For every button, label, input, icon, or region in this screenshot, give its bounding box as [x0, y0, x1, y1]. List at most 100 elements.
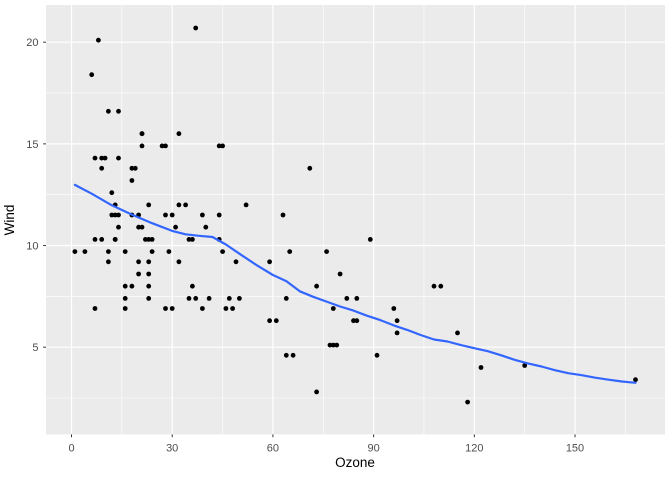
data-point — [344, 296, 350, 301]
data-point — [193, 25, 199, 31]
data-point — [146, 202, 152, 208]
data-point — [143, 237, 148, 242]
data-point — [136, 271, 142, 277]
data-point — [112, 212, 118, 218]
data-point — [109, 212, 115, 218]
data-point — [220, 143, 226, 149]
data-point — [287, 249, 293, 255]
data-point — [354, 296, 360, 301]
data-point — [173, 224, 179, 230]
data-point — [307, 165, 313, 171]
data-point — [200, 306, 205, 311]
data-point — [374, 352, 380, 358]
data-point — [99, 237, 105, 242]
data-point — [122, 306, 128, 311]
data-point — [163, 212, 168, 218]
data-point — [283, 296, 289, 301]
data-point — [102, 155, 108, 161]
data-point — [455, 330, 460, 336]
data-point — [99, 155, 105, 161]
data-point — [163, 143, 168, 149]
data-point — [394, 330, 400, 336]
data-point — [99, 165, 105, 171]
data-point — [169, 306, 175, 311]
data-point — [216, 212, 222, 218]
data-point — [351, 318, 356, 324]
x-tick-label: 90 — [367, 442, 379, 454]
data-point — [122, 249, 128, 255]
data-point — [330, 342, 336, 348]
data-point — [220, 249, 226, 255]
data-point — [237, 296, 242, 301]
data-point — [122, 283, 128, 289]
x-axis-title: Ozone — [335, 455, 375, 470]
data-point — [226, 296, 232, 301]
data-point — [163, 306, 168, 311]
x-tick-label: 60 — [267, 442, 279, 454]
data-point — [216, 143, 222, 149]
plot-panel — [46, 5, 665, 435]
y-tick-label: 15 — [26, 139, 38, 151]
data-point — [116, 108, 121, 114]
data-point — [106, 108, 111, 114]
data-point — [186, 296, 192, 301]
y-axis-title: Wind — [2, 205, 17, 236]
data-point — [146, 271, 152, 277]
data-point — [334, 342, 340, 348]
data-point — [190, 237, 195, 242]
data-point — [146, 237, 152, 242]
data-point — [233, 259, 239, 265]
data-point — [193, 296, 199, 301]
data-point — [106, 249, 111, 255]
y-tick-label: 5 — [32, 342, 38, 354]
data-point — [89, 72, 95, 78]
data-point — [314, 389, 319, 395]
data-point — [92, 155, 98, 161]
y-tick-label: 10 — [26, 241, 38, 253]
data-point — [112, 237, 118, 242]
data-point — [72, 249, 78, 255]
data-point — [478, 365, 484, 370]
data-point — [314, 283, 319, 289]
data-point — [96, 37, 101, 43]
data-point — [132, 165, 138, 171]
data-point — [183, 202, 189, 208]
data-point — [92, 237, 98, 242]
data-point — [136, 224, 142, 230]
data-point — [438, 283, 444, 289]
data-point — [200, 212, 205, 218]
data-point — [290, 352, 296, 358]
x-tick-label: 0 — [68, 442, 74, 454]
data-point — [203, 224, 209, 230]
data-point — [139, 224, 145, 230]
data-point — [330, 306, 336, 311]
data-point — [324, 249, 329, 255]
data-point — [92, 306, 98, 311]
data-point — [327, 342, 333, 348]
data-point — [169, 212, 175, 218]
data-point — [186, 237, 192, 242]
data-point — [149, 249, 155, 255]
data-point — [267, 318, 272, 324]
data-point — [129, 178, 135, 183]
x-tick-label: 30 — [166, 442, 178, 454]
data-point — [223, 306, 229, 311]
data-point — [146, 296, 152, 301]
data-point — [116, 155, 121, 161]
data-point — [146, 259, 152, 265]
data-point — [267, 259, 272, 265]
smooth-line — [73, 183, 637, 384]
data-point — [230, 306, 236, 311]
y-tick-label: 20 — [26, 37, 38, 49]
data-point — [280, 212, 286, 218]
data-point — [176, 131, 182, 137]
data-point — [146, 283, 152, 289]
data-point — [465, 399, 470, 405]
data-point — [139, 143, 145, 149]
data-point — [82, 249, 88, 255]
data-point — [176, 259, 182, 265]
data-point — [149, 237, 155, 242]
data-point — [190, 283, 195, 289]
